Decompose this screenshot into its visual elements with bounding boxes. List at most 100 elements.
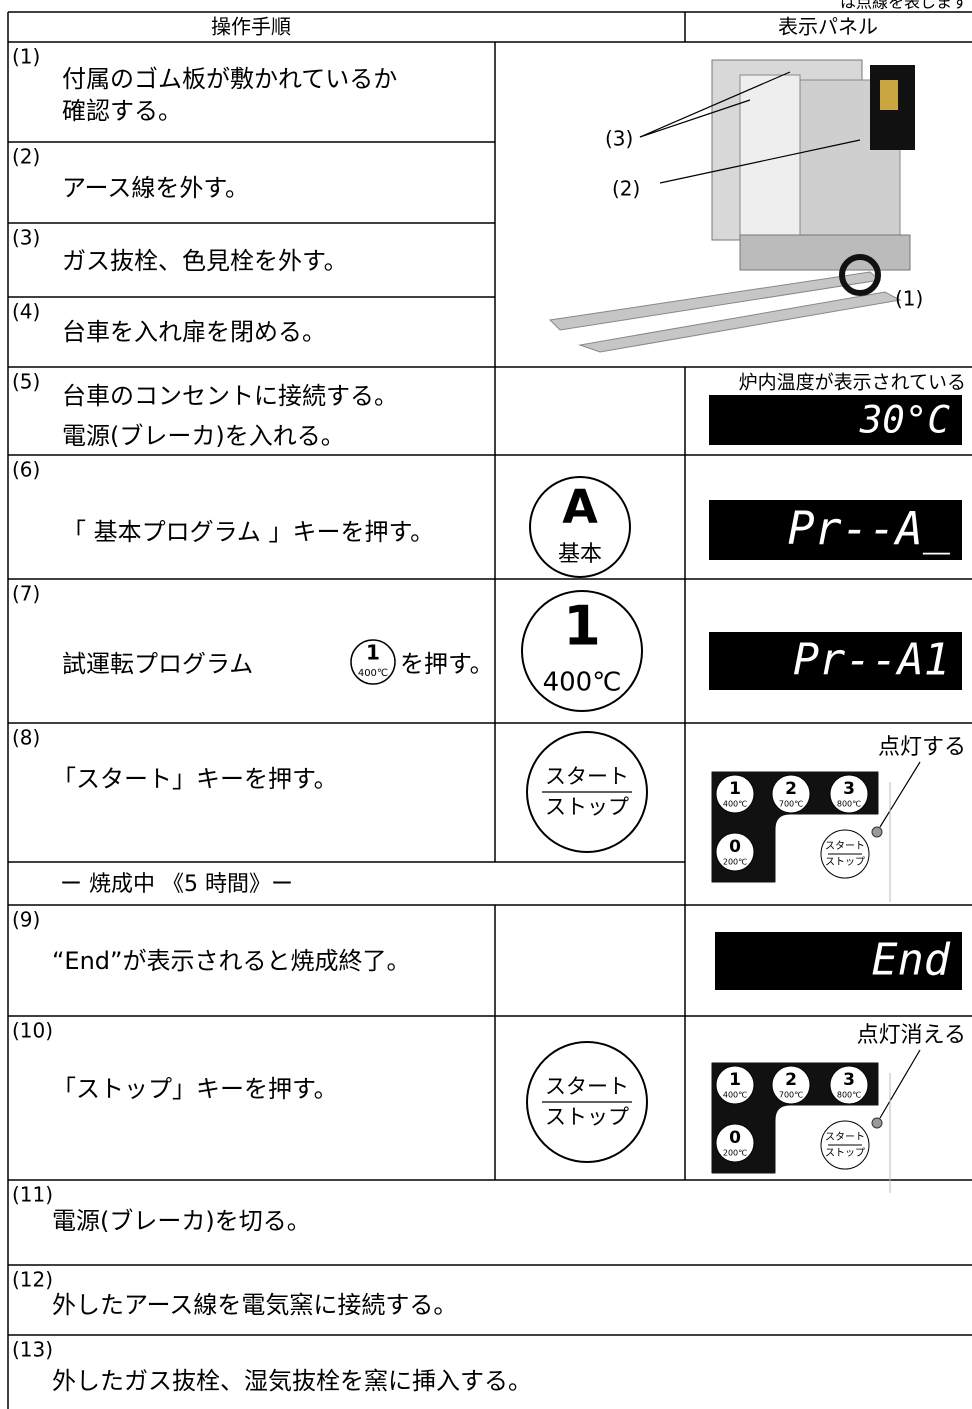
photo-label: (1) (895, 287, 923, 311)
panel-key (715, 774, 755, 814)
panel-key-main: 0 (729, 1128, 741, 1148)
button-main: 1 (563, 595, 601, 658)
panel-key-main: 3 (843, 1070, 855, 1090)
button-sub: 400℃ (543, 668, 622, 698)
step-number: (12) (12, 1268, 53, 1292)
control-display (880, 80, 898, 110)
key-button (529, 476, 631, 578)
photo-label: (2) (612, 177, 640, 201)
panel-key-sub: 800℃ (837, 1091, 861, 1100)
display-text: Pr--A1 (793, 636, 950, 686)
leader-line (879, 1049, 921, 1119)
step-text: 「 基本プログラム 」キーを押す。 (62, 518, 434, 546)
button-top: スタート (545, 764, 629, 788)
rail (578, 291, 902, 353)
panel-key-main: 1 (729, 1070, 741, 1090)
icon-main: 1 (366, 641, 380, 665)
step-text: 付属のゴム板が敷かれているか (62, 65, 397, 93)
key-button (521, 590, 643, 712)
step-text: 台車のコンセントに接続する。 (62, 382, 398, 410)
step-text: “End”が表示されると焼成終了。 (52, 947, 410, 975)
step-number: (3) (12, 226, 40, 250)
panel-key-sub: 800℃ (837, 800, 861, 809)
panel-key-sub: 200℃ (723, 858, 747, 867)
leader-line (659, 139, 861, 184)
panel-key-top: スタート (825, 1131, 865, 1143)
panel-key-main: 2 (785, 779, 797, 799)
panel-key-sub: 700℃ (779, 800, 803, 809)
leader-line (639, 71, 791, 138)
display-text: End (871, 936, 950, 986)
step-number: (9) (12, 908, 40, 932)
step-number: (6) (12, 458, 40, 482)
panel-key (771, 1065, 811, 1105)
step-text: 台車を入れ扉を閉める。 (62, 318, 326, 346)
panel-key-main: 2 (785, 1070, 797, 1090)
panel-key (715, 1065, 755, 1105)
panel-key-sub: 200℃ (723, 1149, 747, 1158)
step-number: (13) (12, 1338, 53, 1362)
button-main: A (562, 480, 598, 534)
step-text: を押す。 (400, 650, 494, 678)
step-number: (4) (12, 300, 40, 324)
step-number: (5) (12, 370, 40, 394)
top-note: は点線を表します (840, 0, 968, 12)
photo-label: (3) (605, 127, 633, 151)
step-number: (10) (12, 1019, 53, 1043)
step-text: 外したガス抜栓、湿気抜栓を窯に挿入する。 (52, 1367, 532, 1395)
button-bottom: ストップ (545, 1105, 629, 1129)
step-text: 「スタート」キーを押す。 (52, 765, 338, 793)
indicator-lamp (871, 826, 883, 838)
panel-key (715, 832, 755, 872)
step-number: (7) (12, 582, 40, 606)
leader-line (879, 761, 921, 828)
panel-key (715, 1123, 755, 1163)
seven-seg-display (709, 632, 962, 690)
leader-line (639, 99, 751, 138)
step-number: (1) (12, 45, 40, 69)
indicator-lamp (871, 1117, 883, 1129)
step-text: 試運転プログラム (62, 650, 253, 678)
step-text: ガス抜栓、色見栓を外す。 (62, 247, 348, 275)
header-panel: 表示パネル (778, 15, 878, 39)
kiln-base (739, 234, 911, 271)
step-number: (11) (12, 1183, 53, 1207)
kiln-photo (548, 59, 915, 353)
seven-seg-display (709, 395, 962, 445)
panel-key-sub: 400℃ (723, 1091, 747, 1100)
panel-key (829, 1065, 869, 1105)
panel-key (829, 774, 869, 814)
panel-key-main: 1 (729, 779, 741, 799)
button-sub: 基本 (558, 542, 602, 567)
panel-key-bottom: ストップ (825, 1147, 865, 1159)
panel-key-main: 3 (843, 779, 855, 799)
button-top: スタート (545, 1074, 629, 1098)
step-text: 外したアース線を電気窯に接続する。 (52, 1291, 457, 1319)
step-number: (2) (12, 145, 40, 169)
panel-key-sub: 700℃ (779, 1091, 803, 1100)
panel-key (771, 774, 811, 814)
step-text: アース線を外す。 (62, 174, 249, 202)
seven-seg-display (715, 932, 962, 990)
step-text: 「ストップ」キーを押す。 (52, 1075, 338, 1103)
panel-key-top: スタート (825, 840, 865, 852)
panel-key-bottom: ストップ (825, 856, 865, 868)
display-text: 30°C (859, 398, 951, 442)
firing-note: ー 焼成中 《5 時間》ー (60, 872, 293, 897)
inline-key-icon (350, 639, 396, 685)
header-steps: 操作手順 (211, 15, 291, 39)
icon-sub: 400℃ (358, 668, 388, 679)
panel-key-main: 0 (729, 837, 741, 857)
step-text: 電源(ブレーカ)を切る。 (52, 1207, 311, 1235)
step-number: (8) (12, 726, 40, 750)
display-caption: 炉内温度が表示されている (739, 372, 966, 394)
step-text: 電源(ブレーカ)を入れる。 (62, 422, 345, 450)
cable-coil (839, 254, 881, 296)
panel-caption: 点灯する (878, 735, 966, 760)
panel-key-sub: 400℃ (723, 800, 747, 809)
display-text: Pr--A_ (787, 502, 950, 555)
button-bottom: ストップ (545, 795, 629, 819)
step-text: 確認する。 (62, 97, 182, 125)
seven-seg-display (709, 500, 962, 560)
